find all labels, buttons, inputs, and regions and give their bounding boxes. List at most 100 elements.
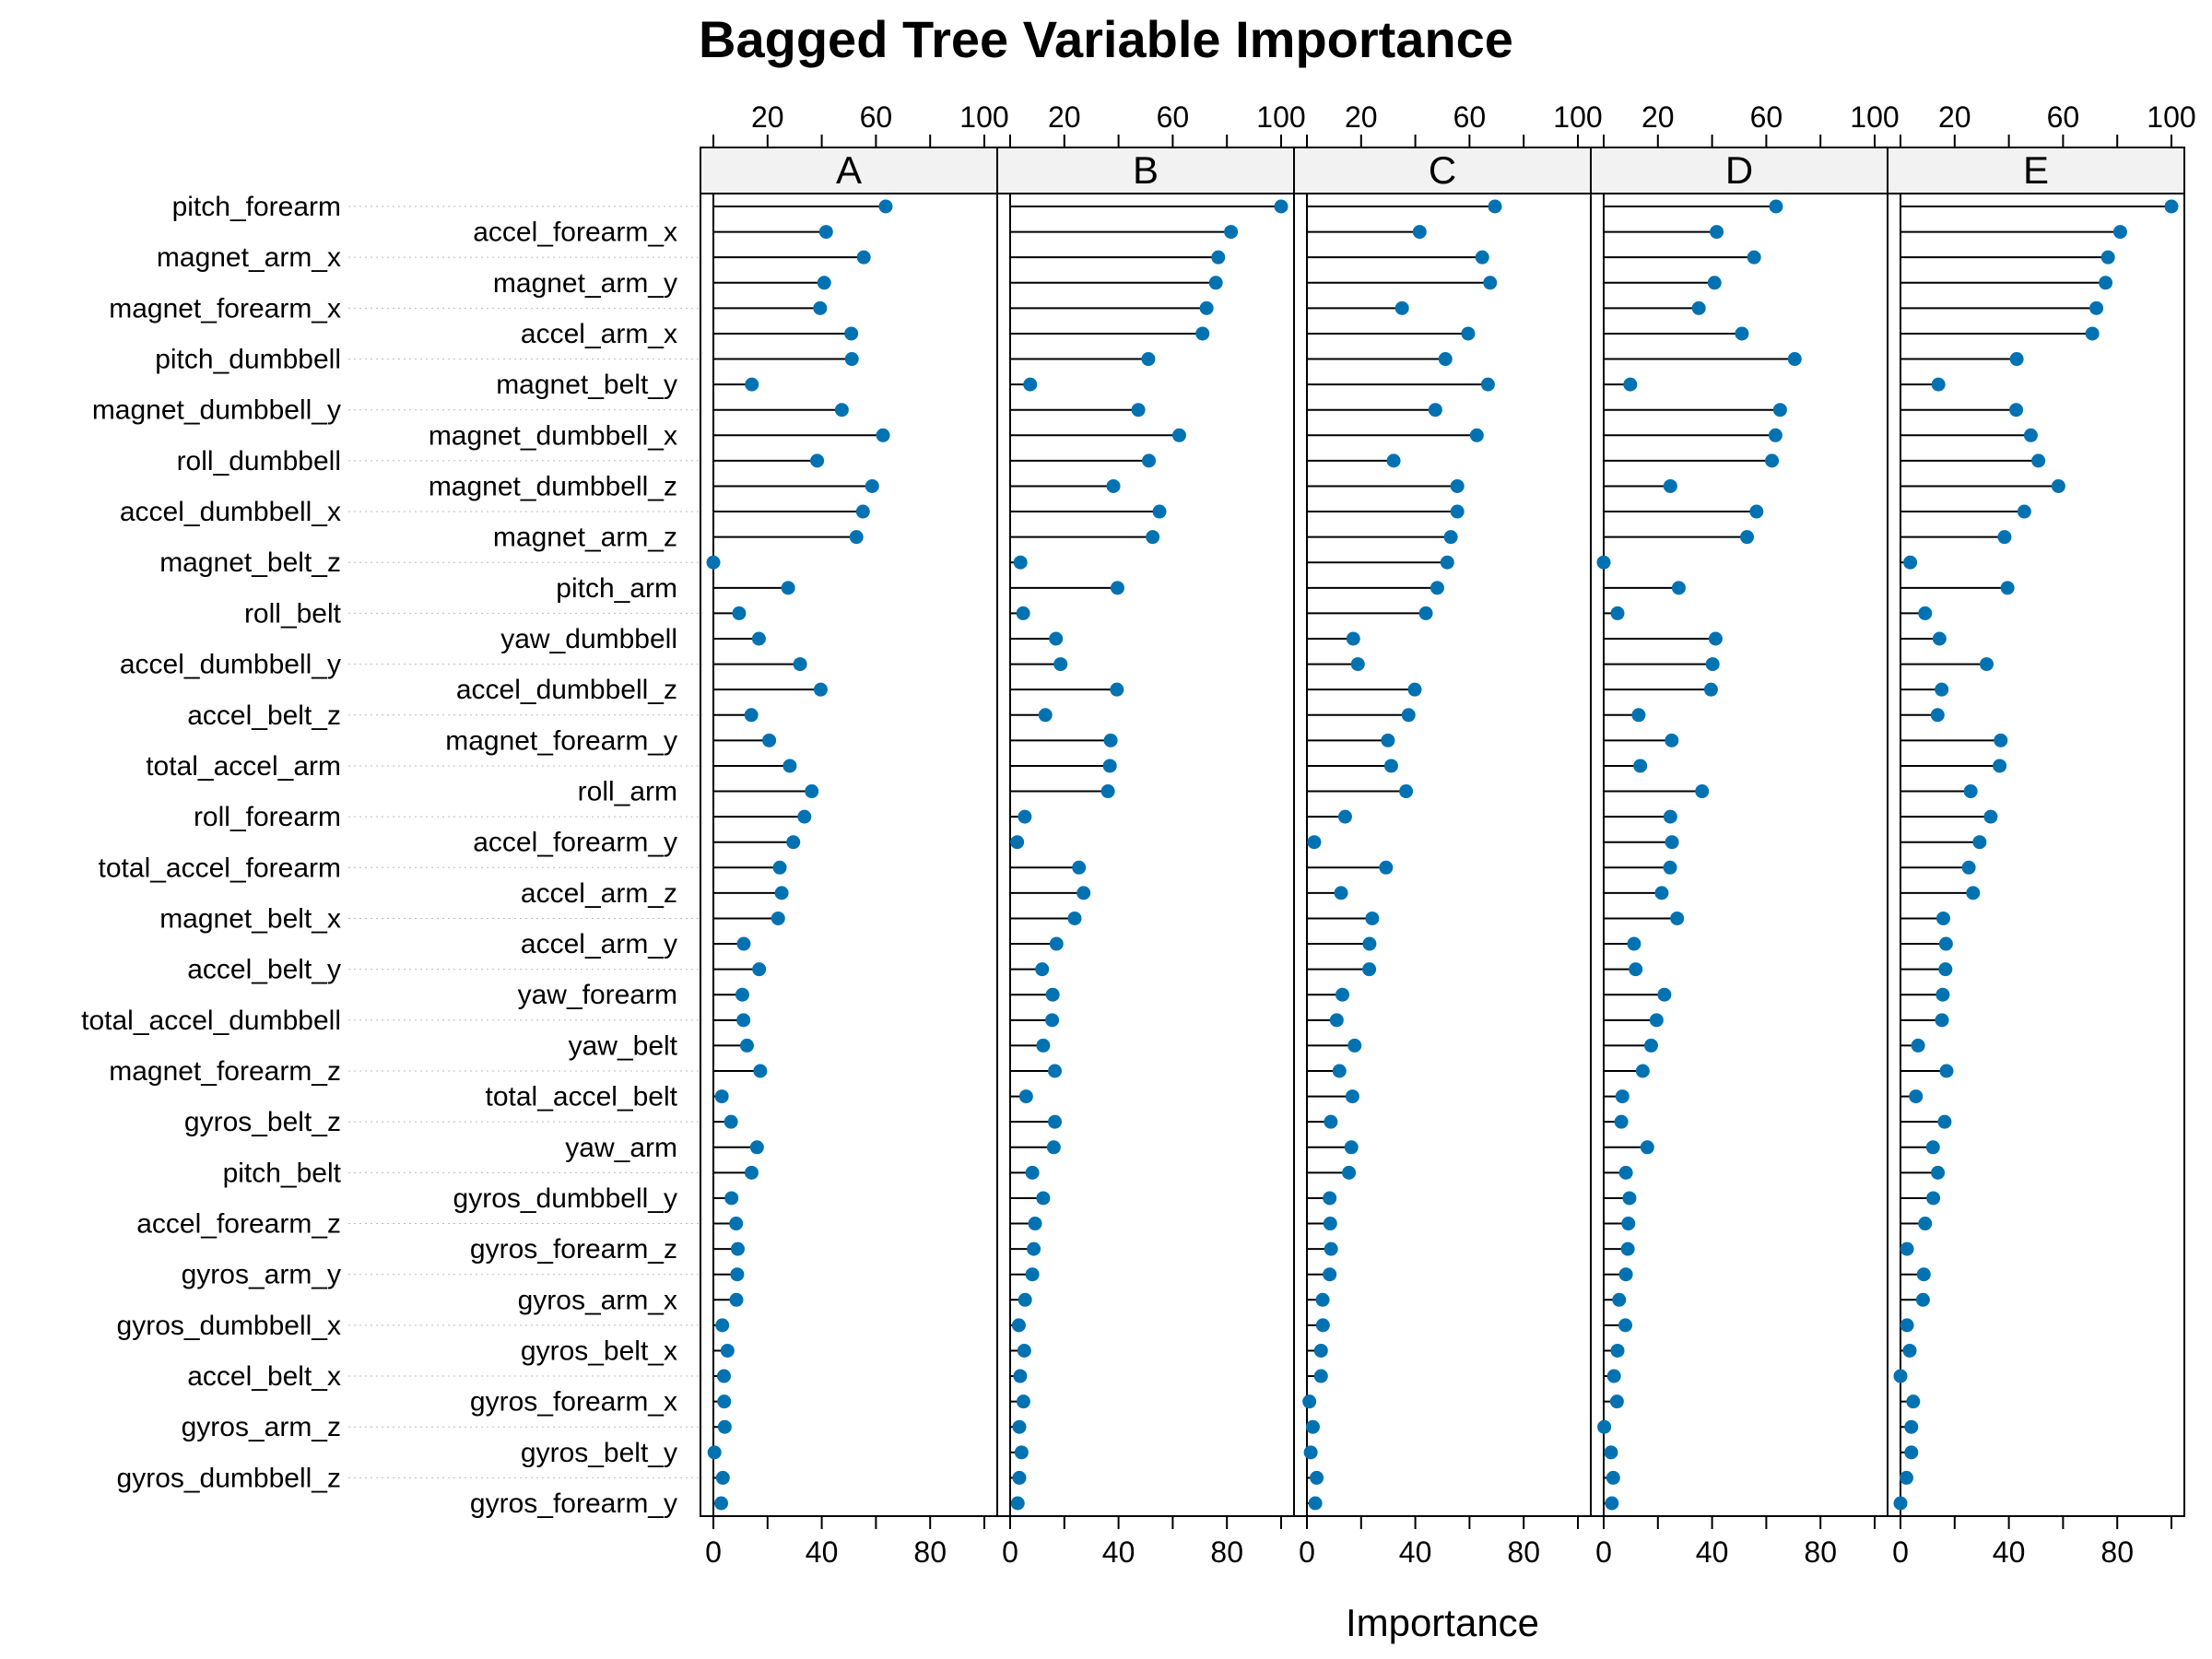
point-gyros_arm_z (717, 1419, 732, 1434)
point-pitch_arm (1110, 581, 1124, 595)
point-magnet_dumbbell_x (876, 428, 890, 442)
point-roll_arm (1695, 784, 1710, 799)
point-pitch_belt (1618, 1165, 1633, 1180)
x-tick-label: 60 (1157, 100, 1190, 134)
point-gyros_dumbbell_z (715, 1470, 730, 1485)
point-yaw_forearm (1045, 987, 1060, 1002)
point-magnet_dumbbell_y (2009, 403, 2024, 418)
point-magnet_forearm_y (1665, 733, 1679, 747)
y-tick-label: gyros_dumbbell_z (117, 1463, 341, 1493)
point-roll_belt (1016, 606, 1030, 620)
point-accel_dumbbell_y (1350, 657, 1365, 672)
point-magnet_dumbbell_z (1663, 478, 1677, 493)
point-magnet_arm_z (1997, 530, 2012, 545)
x-tick-label: 20 (1641, 100, 1675, 134)
point-magnet_arm_y (1707, 276, 1722, 290)
point-roll_arm (1963, 784, 1978, 799)
point-magnet_belt_x (1067, 911, 1082, 925)
point-yaw_belt (1347, 1038, 1362, 1053)
point-accel_arm_x (844, 326, 859, 341)
y-tick-label: total_accel_belt (486, 1082, 678, 1112)
x-tick-label: 60 (2047, 100, 2080, 134)
point-magnet_dumbbell_z (1450, 478, 1465, 493)
x-tick-label: 40 (1993, 1535, 2026, 1569)
point-gyros_dumbbell_z (1899, 1470, 1913, 1485)
point-total_accel_arm (782, 759, 797, 773)
point-magnet_arm_y (1483, 276, 1498, 290)
point-pitch_belt (1931, 1165, 1946, 1180)
point-yaw_arm (749, 1140, 764, 1155)
point-accel_belt_y (752, 962, 767, 977)
point-magnet_forearm_x (1394, 300, 1409, 315)
point-roll_forearm (1663, 809, 1677, 824)
point-gyros_belt_x (1017, 1343, 1031, 1358)
point-total_accel_belt (1345, 1089, 1359, 1104)
x-tick-label: 100 (1850, 100, 1899, 134)
x-tick-label: 20 (1938, 100, 1971, 134)
point-gyros_arm_x (1612, 1292, 1627, 1307)
x-tick-label: 40 (806, 1535, 839, 1569)
point-magnet_dumbbell_x (1469, 428, 1484, 442)
point-accel_arm_x (1195, 326, 1210, 341)
y-tick-label: magnet_arm_z (493, 523, 677, 553)
point-gyros_belt_z (1048, 1114, 1063, 1129)
y-tick-label: accel_arm_y (521, 929, 677, 959)
point-magnet_arm_z (1443, 530, 1458, 545)
point-magnet_forearm_x (2089, 300, 2104, 315)
point-pitch_dumbbell (844, 352, 859, 367)
y-tick-label: magnet_belt_y (496, 370, 677, 400)
point-accel_belt_y (1035, 962, 1050, 977)
point-gyros_belt_y (1303, 1445, 1318, 1460)
y-tick-label: pitch_dumbbell (155, 345, 341, 375)
panel-frame (1293, 193, 1592, 1517)
y-tick-label: total_accel_dumbbell (81, 1006, 341, 1036)
point-magnet_belt_z (1013, 555, 1028, 570)
point-yaw_arm (1640, 1140, 1654, 1155)
point-gyros_forearm_y (1010, 1496, 1025, 1511)
point-total_accel_forearm (772, 860, 787, 875)
point-accel_arm_z (1654, 886, 1669, 900)
point-gyros_arm_y (1618, 1267, 1633, 1282)
point-gyros_forearm_z (1027, 1241, 1041, 1256)
y-tick-label: accel_belt_z (187, 700, 341, 731)
y-tick-label: gyros_arm_y (182, 1260, 341, 1290)
point-gyros_forearm_y (1605, 1496, 1619, 1511)
point-yaw_dumbbell (1932, 631, 1947, 646)
point-accel_forearm_y (1010, 835, 1025, 850)
point-yaw_dumbbell (1708, 631, 1723, 646)
point-total_accel_arm (1633, 759, 1648, 773)
point-pitch_dumbbell (1141, 352, 1156, 367)
point-pitch_arm (1671, 581, 1686, 595)
y-tick-label: pitch_forearm (172, 192, 341, 222)
x-tick-label: 20 (1048, 100, 1081, 134)
x-tick-label: 40 (1399, 1535, 1432, 1569)
point-magnet_arm_x (856, 250, 871, 265)
point-total_accel_dumbbell (1649, 1013, 1664, 1028)
point-magnet_forearm_z (1332, 1064, 1347, 1078)
point-accel_arm_y (1362, 936, 1377, 951)
point-magnet_arm_x (1747, 250, 1761, 265)
point-roll_dumbbell (2031, 453, 2046, 468)
point-accel_belt_x (1013, 1369, 1028, 1383)
point-gyros_arm_x (1915, 1292, 1930, 1307)
point-gyros_arm_z (1597, 1419, 1612, 1434)
point-gyros_belt_x (1902, 1343, 1917, 1358)
point-gyros_forearm_z (1324, 1241, 1338, 1256)
point-gyros_forearm_x (717, 1394, 732, 1409)
point-yaw_forearm (1335, 987, 1350, 1002)
point-accel_dumbbell_z (1703, 682, 1718, 697)
point-pitch_forearm (1488, 199, 1502, 214)
point-gyros_arm_x (1018, 1292, 1032, 1307)
strip-D (1590, 147, 1888, 194)
x-tick-label: 80 (913, 1535, 947, 1569)
point-roll_dumbbell (1386, 453, 1401, 468)
point-magnet_forearm_z (1048, 1064, 1063, 1078)
point-pitch_forearm (1274, 199, 1288, 214)
y-tick-label: accel_arm_x (521, 319, 677, 349)
point-total_accel_forearm (1072, 860, 1087, 875)
point-total_accel_forearm (1663, 860, 1677, 875)
point-magnet_dumbbell_y (1428, 403, 1442, 418)
point-gyros_belt_z (1937, 1114, 1952, 1129)
point-magnet_forearm_x (1691, 300, 1706, 315)
